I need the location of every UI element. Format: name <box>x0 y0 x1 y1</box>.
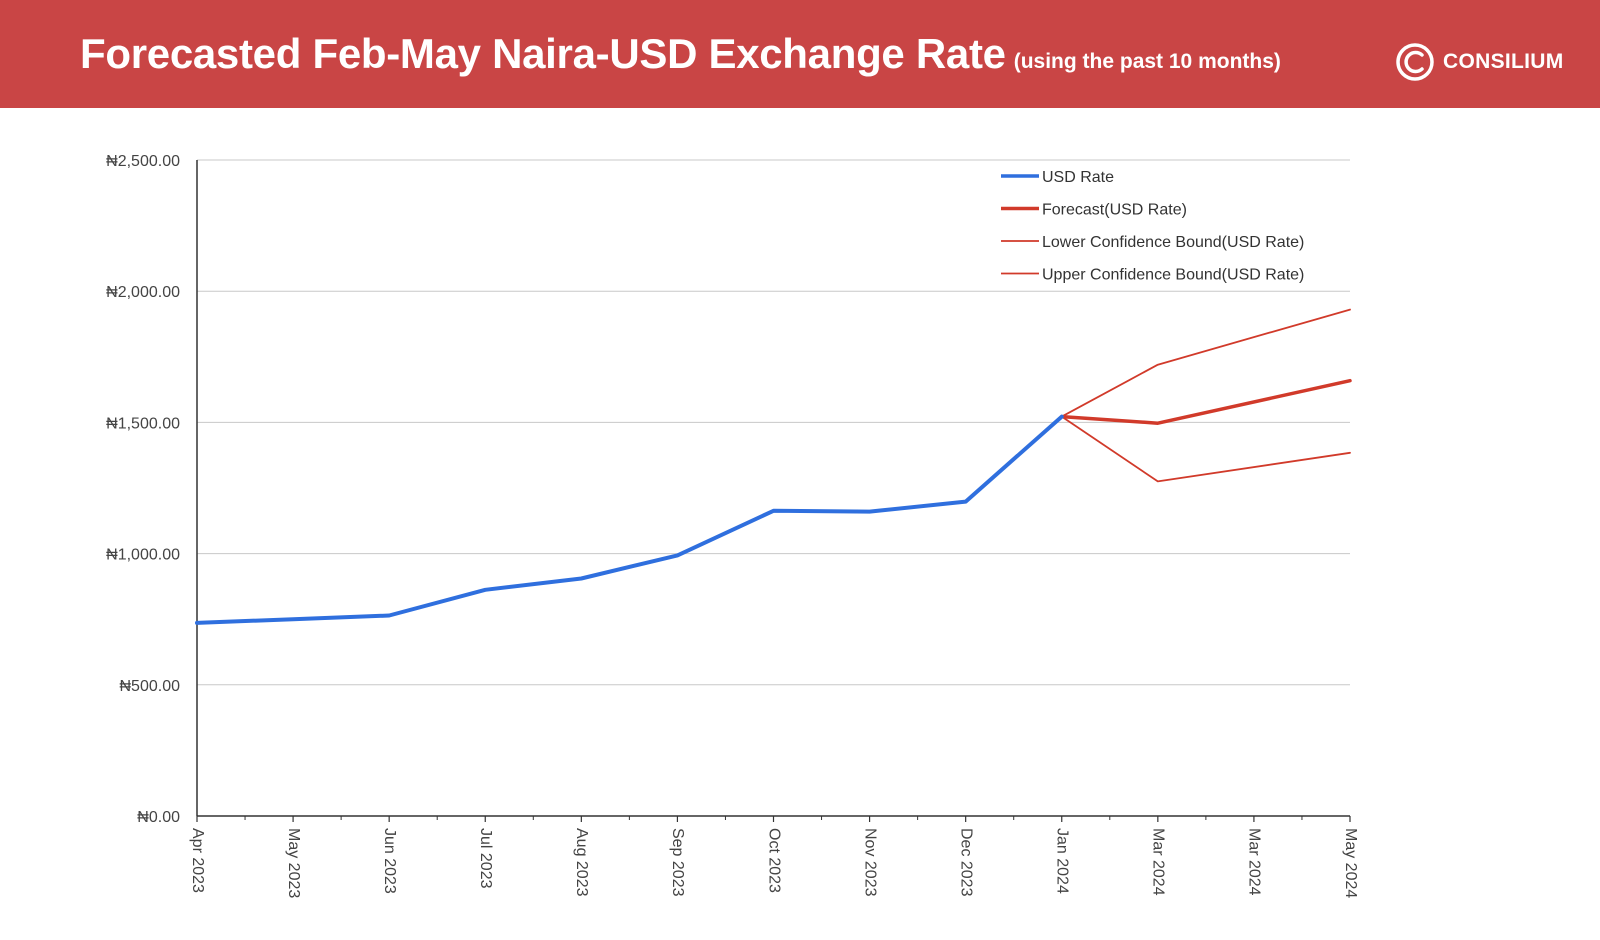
x-tick-label: Mar 2024 <box>1150 828 1167 896</box>
exchange-rate-chart: ₦0.00 ₦500.00 ₦1,000.00 ₦1,500.00 ₦2,000.00 ₦… <box>106 153 1359 898</box>
x-tick-label: Nov 2023 <box>861 828 878 897</box>
page-title: Forecasted Feb-May Naira-USD Exchange Ra… <box>80 30 1281 86</box>
grid-lines <box>197 159 1350 686</box>
legend-label: Forecast(USD Rate) <box>1042 202 1187 219</box>
y-tick-label: ₦0.00 <box>137 809 180 826</box>
x-tick-label: Aug 2023 <box>573 828 590 897</box>
consilium-logo-icon <box>1396 43 1434 81</box>
x-tick-label: May 2024 <box>1342 828 1359 898</box>
chart-subtitle: (using the past 10 months) <box>1013 50 1281 73</box>
y-tick-label: ₦1,500.00 <box>106 415 180 432</box>
x-tick-label: Mar 2024 <box>1246 828 1263 896</box>
legend-label: Upper Confidence Bound(USD Rate) <box>1042 267 1304 284</box>
legend: USD Rate Forecast(USD Rate) Lower Confiden… <box>1001 169 1304 284</box>
x-tick-label: May 2023 <box>285 828 302 898</box>
x-tick-label: Apr 2023 <box>189 828 206 893</box>
legend-label: USD Rate <box>1042 169 1114 186</box>
y-tick-label: ₦2,500.00 <box>106 153 180 170</box>
y-tick-label: ₦1,000.00 <box>106 547 180 564</box>
series-line-1 <box>1060 378 1352 425</box>
x-tick-label: Jan 2024 <box>1054 828 1071 894</box>
consilium-logo: CONSILIUM <box>1395 40 1564 84</box>
y-tick-label: ₦500.00 <box>120 678 181 695</box>
x-tick-label: Sep 2023 <box>669 828 686 897</box>
series-line-2 <box>1060 415 1351 483</box>
x-tick-label: Jul 2023 <box>477 828 494 889</box>
logo-text: CONSILIUM <box>1443 50 1564 73</box>
header-banner: Forecasted Feb-May Naira-USD Exchange Ra… <box>0 0 1600 108</box>
x-tick-label: Oct 2023 <box>765 828 782 893</box>
series-lines <box>195 308 1352 625</box>
y-tick-label: ₦2,000.00 <box>106 284 180 301</box>
series-line-0 <box>195 414 1064 625</box>
legend-label: Lower Confidence Bound(USD Rate) <box>1042 234 1304 251</box>
series-line-3 <box>1060 308 1351 418</box>
chart-title: Forecasted Feb-May Naira-USD Exchange Ra… <box>80 30 1006 77</box>
x-tick-label: Dec 2023 <box>957 828 974 897</box>
x-tick-label: Jun 2023 <box>381 828 398 894</box>
axes: ₦0.00 ₦500.00 ₦1,000.00 ₦1,500.00 ₦2,000.00 ₦… <box>106 153 1359 898</box>
